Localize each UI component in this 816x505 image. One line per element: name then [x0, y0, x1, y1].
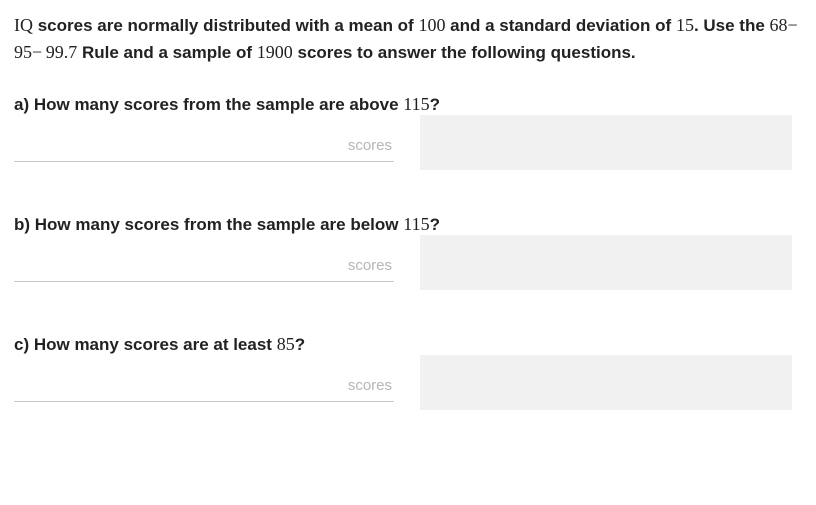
- answer-b-unit: scores: [342, 257, 394, 274]
- question-a: a) How many scores from the sample are a…: [14, 94, 802, 170]
- question-a-label: a) How many scores from the sample are a…: [14, 95, 403, 114]
- question-c-qmark: ?: [295, 335, 305, 354]
- answer-a-wrap: scores: [14, 129, 394, 162]
- question-a-qmark: ?: [430, 95, 440, 114]
- answer-a-input[interactable]: [14, 129, 342, 159]
- answer-b-input[interactable]: [14, 249, 342, 279]
- feedback-a-box: [420, 115, 792, 170]
- intro-text-1: scores are normally distributed with a m…: [33, 16, 418, 35]
- answer-c-input[interactable]: [14, 369, 342, 399]
- question-b: b) How many scores from the sample are b…: [14, 214, 802, 290]
- intro-text-3: . Use the: [694, 16, 770, 35]
- intro-math-mean: 100: [418, 15, 445, 35]
- intro-math-sample: 1900: [257, 42, 293, 62]
- answer-c-wrap: scores: [14, 369, 394, 402]
- question-a-text: a) How many scores from the sample are a…: [14, 94, 802, 115]
- intro-text-4: Rule and a sample of: [77, 43, 257, 62]
- intro-math-iq: IQ: [14, 15, 33, 35]
- intro-paragraph: IQ scores are normally distributed with …: [14, 12, 802, 66]
- question-c-value: 85: [277, 334, 295, 354]
- answer-a-unit: scores: [342, 137, 394, 154]
- answer-c-unit: scores: [342, 377, 394, 394]
- feedback-c-box: [420, 355, 792, 410]
- question-b-label: b) How many scores from the sample are b…: [14, 215, 403, 234]
- feedback-b-box: [420, 235, 792, 290]
- question-b-text: b) How many scores from the sample are b…: [14, 214, 802, 235]
- question-b-value: 115: [403, 214, 429, 234]
- question-b-qmark: ?: [430, 215, 440, 234]
- intro-math-sd: 15: [676, 15, 694, 35]
- question-c-text: c) How many scores are at least 85?: [14, 334, 802, 355]
- question-c: c) How many scores are at least 85? scor…: [14, 334, 802, 410]
- intro-text-5: scores to answer the following questions…: [293, 43, 636, 62]
- question-c-label: c) How many scores are at least: [14, 335, 277, 354]
- question-b-row: scores: [14, 249, 802, 290]
- intro-text-2: and a standard deviation of: [445, 16, 675, 35]
- question-a-row: scores: [14, 129, 802, 170]
- question-a-value: 115: [403, 94, 429, 114]
- answer-b-wrap: scores: [14, 249, 394, 282]
- question-c-row: scores: [14, 369, 802, 410]
